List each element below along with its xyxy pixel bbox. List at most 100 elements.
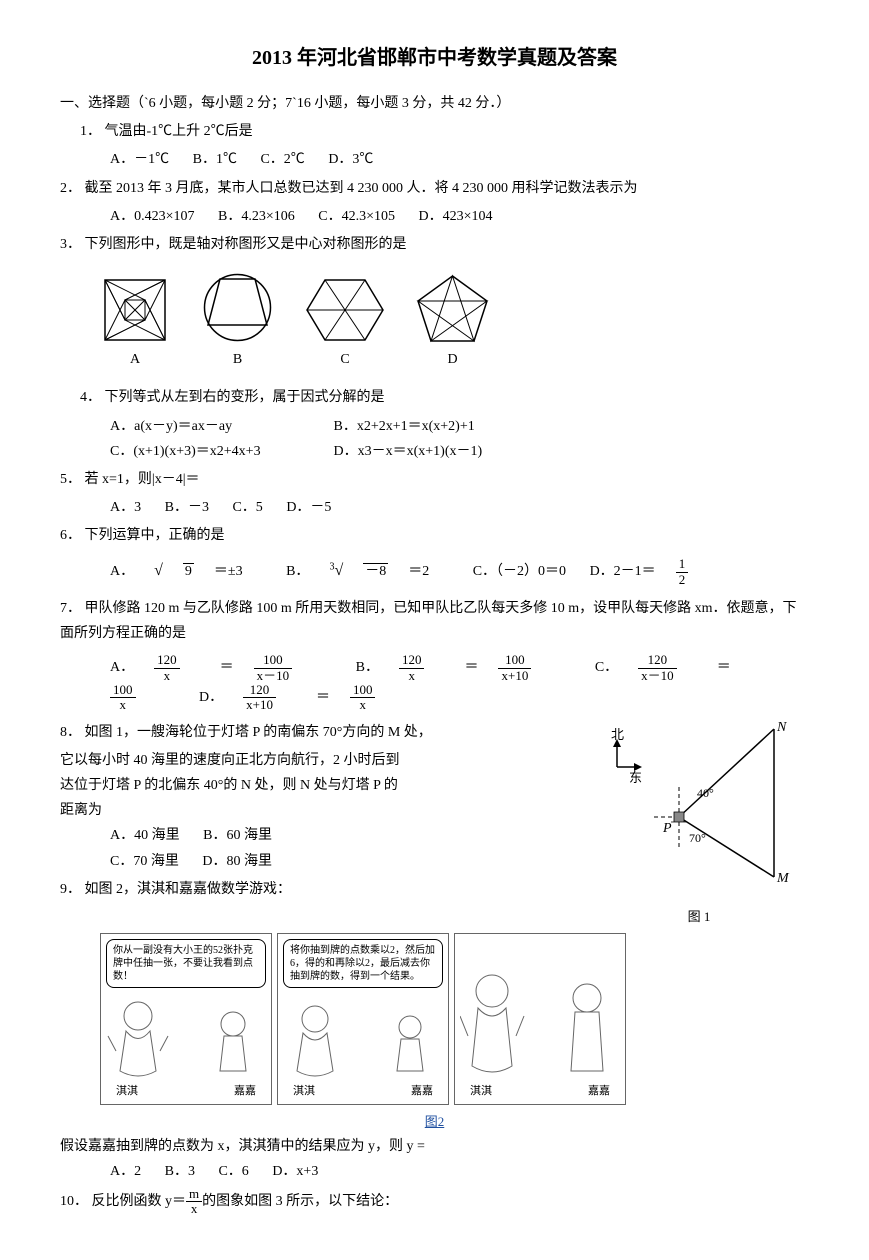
q6-opt-b: B．3√－8＝2 <box>286 564 453 579</box>
person-jiajia-icon <box>383 1011 438 1086</box>
q1-opt-c: C．2℃ <box>260 152 304 167</box>
question-6: 6． 下列运算中，正确的是 <box>60 523 809 548</box>
question-8-block: 8． 如图 1，一艘海轮位于灯塔 P 的南偏东 70°方向的 M 处， 它以每小… <box>60 717 809 929</box>
q9-options: A．2 B．3 C．6 D．x+3 <box>60 1159 809 1184</box>
section-1-header: 一、选择题（`6 小题，每小题 2 分；7`16 小题，每小题 3 分，共 42… <box>60 91 809 116</box>
q8-num: 8． <box>60 725 81 740</box>
q10-pre: 反比例函数 y＝ <box>92 1194 187 1209</box>
q5-text: 若 x=1，则|x－4|＝ <box>85 472 200 487</box>
shape-b: B <box>200 270 275 372</box>
question-4: 4． 下列等式从左到右的变形，属于因式分解的是 <box>60 385 809 410</box>
label-jiajia-1: 嘉嘉 <box>234 1082 256 1102</box>
shape-c: C <box>305 275 385 372</box>
q6-opt-c: C．（－2）0＝0 <box>473 564 566 579</box>
svg-text:东: 东 <box>629 770 642 785</box>
q4-opt-a: A．a(x－y)＝ax－ay <box>110 414 310 439</box>
q8-opt-b: B．60 海里 <box>203 828 272 843</box>
person-jiajia-icon <box>206 1006 261 1086</box>
q10-num: 10． <box>60 1194 88 1209</box>
q6-opt-a: A．√9＝±3 <box>110 564 266 579</box>
svg-text:M: M <box>776 871 790 886</box>
q5-opt-c: C．5 <box>232 500 262 515</box>
svg-text:P: P <box>662 821 672 836</box>
svg-text:40°: 40° <box>697 786 714 800</box>
q9-opt-a: A．2 <box>110 1164 141 1179</box>
q1-options: A．－1℃ B．1℃ C．2℃ D．3℃ <box>60 147 809 172</box>
q7-opt-d: D．120x+10＝100x <box>199 690 415 705</box>
q5-opt-b: B．－3 <box>165 500 209 515</box>
q8-options-2: C．70 海里 D．80 海里 <box>60 849 589 874</box>
label-jiajia-3: 嘉嘉 <box>588 1082 610 1102</box>
q1-opt-d: D．3℃ <box>328 152 373 167</box>
q4-opt-c: C．(x+1)(x+3)＝x2+4x+3 <box>110 439 310 464</box>
shape-d-label: D <box>415 347 490 372</box>
question-7: 7． 甲队修路 120 m 与乙队修路 100 m 所用天数相同，已知甲队比乙队… <box>60 596 809 646</box>
person-qiqi-icon <box>283 1001 348 1086</box>
q3-shapes: A B C D <box>60 260 809 382</box>
question-1: 1． 气温由-1℃上升 2℃后是 <box>60 119 809 144</box>
square-pinwheel-icon <box>100 275 170 345</box>
q8-l3: 达位于灯塔 P 的北偏东 40°的 N 处，则 N 处与灯塔 P 的 <box>60 773 589 798</box>
q4-options-1: A．a(x－y)＝ax－ay B．x2+2x+1＝x(x+2)+1 <box>60 414 809 439</box>
person-qiqi-icon <box>460 966 525 1086</box>
q2-num: 2． <box>60 181 81 196</box>
q4-opt-d: D．x3－x＝x(x+1)(x－1) <box>334 444 483 459</box>
q5-options: A．3 B．－3 C．5 D．－5 <box>60 495 809 520</box>
shape-a: A <box>100 275 170 372</box>
q10-post: 的图象如图 3 所示，以下结论： <box>202 1194 398 1209</box>
page-title: 2013 年河北省邯郸市中考数学真题及答案 <box>60 40 809 76</box>
q4-options-2: C．(x+1)(x+3)＝x2+4x+3 D．x3－x＝x(x+1)(x－1) <box>60 439 809 464</box>
svg-text:北: 北 <box>611 727 624 742</box>
q6-opt-d: D．2－1＝12 <box>590 564 729 579</box>
question-5: 5． 若 x=1，则|x－4|＝ <box>60 467 809 492</box>
q2-opt-b: B．4.23×106 <box>218 209 295 224</box>
q9-opt-c: C．6 <box>218 1164 248 1179</box>
label-qiqi-2: 淇淇 <box>293 1082 315 1102</box>
shape-a-label: A <box>100 347 170 372</box>
figure-1: 北 东 N M P 40° 70° 图 1 <box>589 717 809 929</box>
question-8: 8． 如图 1，一艘海轮位于灯塔 P 的南偏东 70°方向的 M 处， <box>60 720 589 745</box>
q8-opt-a: A．40 海里 <box>110 828 180 843</box>
label-qiqi-3: 淇淇 <box>470 1082 492 1102</box>
q6-num: 6． <box>60 528 81 543</box>
q8-opt-d: D．80 海里 <box>202 854 272 869</box>
q2-opt-a: A．0.423×107 <box>110 209 195 224</box>
q1-num: 1． <box>80 124 101 139</box>
q4-text: 下列等式从左到右的变形，属于因式分解的是 <box>105 390 385 405</box>
q6-text: 下列运算中，正确的是 <box>85 528 225 543</box>
q6-options: A．√9＝±3 B．3√－8＝2 C．（－2）0＝0 D．2－1＝12 <box>60 551 809 593</box>
fig2-caption: 图2 <box>60 1110 809 1133</box>
q9-opt-d: D．x+3 <box>272 1164 318 1179</box>
q4-opt-b: B．x2+2x+1＝x(x+2)+1 <box>334 419 475 434</box>
q5-opt-d: D．－5 <box>286 500 331 515</box>
q9-num: 9． <box>60 882 81 897</box>
q5-num: 5． <box>60 472 81 487</box>
q7-options: A．120x＝100x－10 B．120x＝100x+10 C．120x－10＝… <box>60 649 809 716</box>
q9-text: 如图 2，淇淇和嘉嘉做数学游戏： <box>85 882 292 897</box>
q2-opt-c: C．42.3×105 <box>318 209 395 224</box>
q2-opt-d: D．423×104 <box>418 209 492 224</box>
label-jiajia-2: 嘉嘉 <box>411 1082 433 1102</box>
q3-num: 3． <box>60 237 81 252</box>
hexagon-icon <box>305 275 385 345</box>
q9-footer: 假设嘉嘉抽到牌的点数为 x，淇淇猜中的结果应为 y，则 y = <box>60 1134 809 1159</box>
question-10: 10． 反比例函数 y＝mx的图象如图 3 所示，以下结论： <box>60 1187 809 1217</box>
q7-opt-b: B．120x＝100x+10 <box>356 660 575 675</box>
q4-num: 4． <box>80 390 101 405</box>
q5-opt-a: A．3 <box>110 500 141 515</box>
label-qiqi-1: 淇淇 <box>116 1082 138 1102</box>
q9-comic: 你从一副没有大小王的52张扑克牌中任抽一张，不要让我看到点数！ 淇淇 嘉嘉 将你… <box>60 928 809 1110</box>
question-2: 2． 截至 2013 年 3 月底，某市人口总数已达到 4 230 000 人．… <box>60 176 809 201</box>
bubble-1: 你从一副没有大小王的52张扑克牌中任抽一张，不要让我看到点数！ <box>106 939 266 988</box>
svg-text:N: N <box>776 720 787 735</box>
comic-panel-3: 淇淇 嘉嘉 <box>454 933 626 1105</box>
comic-panel-1: 你从一副没有大小王的52张扑克牌中任抽一张，不要让我看到点数！ 淇淇 嘉嘉 <box>100 933 272 1105</box>
shape-d: D <box>415 273 490 372</box>
svg-text:70°: 70° <box>689 831 706 845</box>
comic-panel-2: 将你抽到牌的点数乘以2，然后加6，得的和再除以2，最后减去你抽到牌的数，得到一个… <box>277 933 449 1105</box>
q8-l1: 如图 1，一艘海轮位于灯塔 P 的南偏东 70°方向的 M 处， <box>85 725 432 740</box>
lighthouse-diagram-icon: 北 东 N M P 40° 70° <box>589 717 809 892</box>
q2-options: A．0.423×107 B．4.23×106 C．42.3×105 D．423×… <box>60 204 809 229</box>
q8-l4: 距离为 <box>60 798 589 823</box>
q8-l2: 它以每小时 40 海里的速度向正北方向航行，2 小时后到 <box>60 748 589 773</box>
